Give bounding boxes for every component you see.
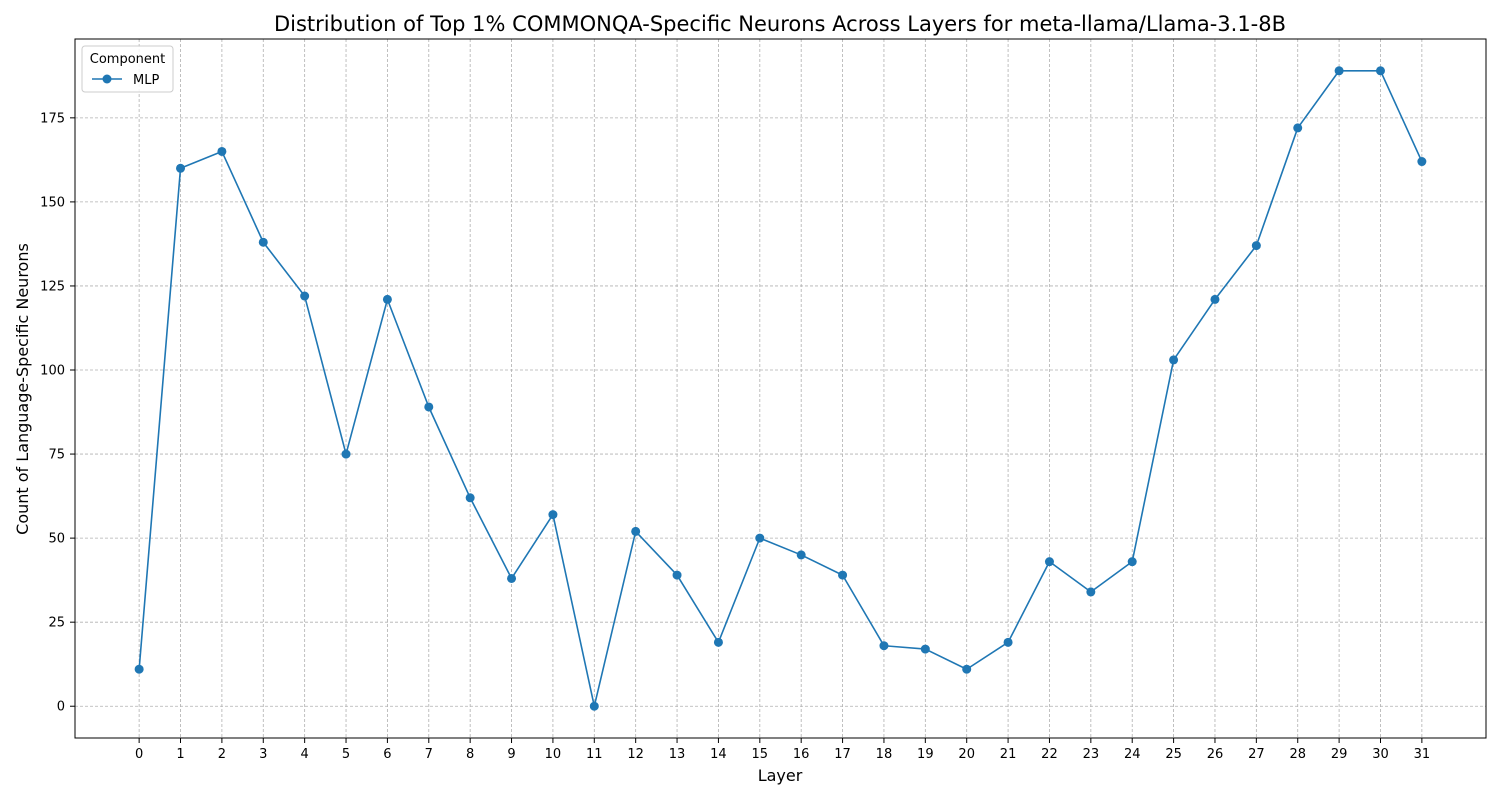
x-tick-label: 14 [710,747,727,762]
data-point [507,573,517,583]
data-point [838,570,848,580]
y-tick-label: 150 [40,195,65,210]
data-point [300,291,310,301]
data-point [713,637,723,647]
x-tick-label: 4 [301,747,309,762]
data-point [920,644,930,654]
x-tick-label: 26 [1207,747,1224,762]
data-point [1251,241,1261,251]
data-point [962,664,972,674]
x-tick-label: 9 [507,747,515,762]
data-point [1375,66,1385,76]
x-tick-label: 18 [876,747,893,762]
legend-entry-mlp: MLP [133,73,159,88]
data-point [465,493,475,503]
x-axis: 0 1 2 3 4 5 6 7 8 9 10 11 12 13 14 15 16 17 18 19 20 21 22 23 24… [135,738,1430,762]
data-point [672,570,682,580]
data-point [589,701,599,711]
x-tick-label: 8 [466,747,474,762]
x-tick-label: 27 [1248,747,1265,762]
x-tick-label: 24 [1124,747,1141,762]
series-group [134,66,1427,711]
x-tick-label: 23 [1083,747,1100,762]
x-tick-label: 15 [752,747,769,762]
x-axis-label: Layer [758,766,803,785]
x-tick-label: 10 [545,747,562,762]
data-point [548,510,558,520]
data-point [631,526,641,536]
data-point [1086,587,1096,597]
x-tick-label: 31 [1414,747,1431,762]
data-point [1417,157,1427,167]
data-point [1169,355,1179,365]
data-point [176,163,186,173]
x-tick-label: 21 [1000,747,1017,762]
x-tick-label: 25 [1165,747,1182,762]
x-tick-label: 6 [383,747,391,762]
x-tick-label: 7 [425,747,433,762]
data-point [258,237,268,247]
x-tick-label: 3 [259,747,267,762]
x-tick-label: 11 [586,747,603,762]
y-tick-label: 125 [40,279,65,294]
data-point [1044,557,1054,567]
chart-title: Distribution of Top 1% COMMONQA-Specific… [274,12,1286,36]
y-tick-label: 0 [57,700,65,715]
y-tick-label: 175 [40,111,65,126]
series-line-mlp [138,69,1423,708]
y-tick-label: 25 [48,616,65,631]
x-tick-label: 1 [176,747,184,762]
data-point [217,146,227,156]
x-tick-label: 19 [917,747,934,762]
x-tick-label: 0 [135,747,143,762]
x-tick-label: 20 [958,747,975,762]
y-tick-label: 75 [48,448,65,463]
x-tick-label: 29 [1331,747,1348,762]
x-tick-label: 5 [342,747,350,762]
data-point [879,641,889,651]
x-tick-label: 13 [669,747,686,762]
legend-marker [102,74,112,84]
legend-title: Component [90,52,165,67]
x-tick-label: 17 [834,747,851,762]
x-tick-label: 12 [627,747,644,762]
x-tick-label: 2 [218,747,226,762]
x-tick-label: 22 [1041,747,1058,762]
data-point [1127,557,1137,567]
y-tick-label: 50 [48,532,65,547]
data-point [1210,294,1220,304]
data-point [1293,123,1303,133]
legend: Component MLP [81,45,174,93]
y-axis-label: Count of Language-Specific Neurons [13,243,32,535]
data-point [341,449,351,459]
x-tick-label: 16 [793,747,810,762]
data-point [424,402,434,412]
data-point [1334,66,1344,76]
grid-lines [75,39,1486,738]
data-point [134,664,144,674]
data-point [382,294,392,304]
x-tick-label: 30 [1372,747,1389,762]
y-tick-label: 100 [40,364,65,379]
data-point [796,550,806,560]
data-point [755,533,765,543]
data-point [1003,637,1013,647]
x-tick-label: 28 [1289,747,1306,762]
plot-frame [74,38,1487,739]
y-axis: 0 25 50 75 100 125 150 175 [40,111,75,715]
